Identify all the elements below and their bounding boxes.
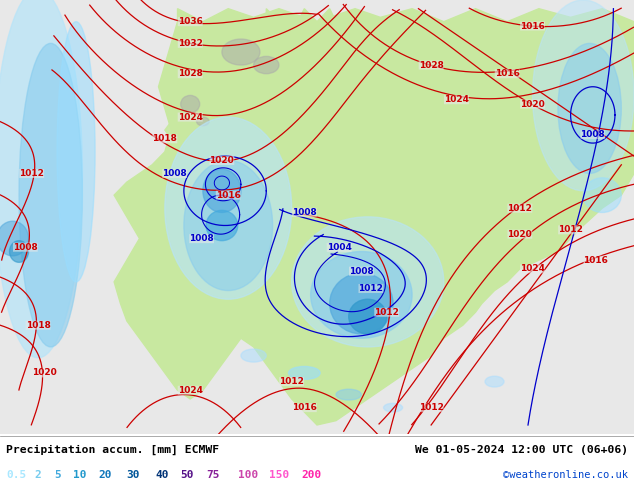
Text: 1008: 1008 [189,234,214,243]
Text: 200: 200 [301,470,321,480]
Text: 1008: 1008 [580,130,605,139]
Text: 1020: 1020 [507,230,533,239]
Ellipse shape [206,210,238,241]
Ellipse shape [311,251,412,338]
Ellipse shape [184,160,273,291]
Text: 1016: 1016 [520,22,545,30]
Ellipse shape [292,217,444,347]
Text: 1012: 1012 [418,403,444,412]
Text: 1024: 1024 [178,113,203,122]
Text: 1008: 1008 [162,169,187,178]
Ellipse shape [558,44,621,173]
Text: We 01-05-2024 12:00 UTC (06+06): We 01-05-2024 12:00 UTC (06+06) [415,445,628,455]
Text: 30: 30 [127,470,140,480]
Text: 1008: 1008 [349,267,374,276]
Text: 1028: 1028 [178,69,203,78]
Text: 1008: 1008 [13,243,38,252]
Text: 1004: 1004 [327,243,352,252]
Ellipse shape [165,117,292,299]
Ellipse shape [485,376,504,387]
Polygon shape [114,9,634,425]
Ellipse shape [254,56,279,74]
Ellipse shape [10,241,29,262]
Text: 1012: 1012 [19,169,44,178]
Ellipse shape [349,299,387,334]
Polygon shape [165,117,184,139]
Text: 1018: 1018 [25,321,51,330]
Text: 1012: 1012 [558,225,583,234]
Text: 1018: 1018 [152,134,178,143]
Text: 100: 100 [238,470,258,480]
Text: 150: 150 [269,470,290,480]
Text: 50: 50 [181,470,194,480]
Text: 1012: 1012 [507,204,533,213]
Text: 1016: 1016 [495,69,520,78]
Text: 1016: 1016 [292,403,317,412]
Ellipse shape [0,221,29,256]
Text: 1020: 1020 [209,156,235,165]
Ellipse shape [241,349,266,362]
Ellipse shape [384,403,403,412]
Text: 1012: 1012 [279,377,304,386]
Text: 1032: 1032 [178,39,203,48]
Text: 75: 75 [206,470,219,480]
Text: 1020: 1020 [32,368,57,377]
Text: 1036: 1036 [178,17,203,26]
Text: Precipitation accum. [mm] ECMWF: Precipitation accum. [mm] ECMWF [6,445,219,455]
Text: 20: 20 [98,470,112,480]
Ellipse shape [533,0,634,191]
Ellipse shape [197,117,209,126]
Text: ©weatheronline.co.uk: ©weatheronline.co.uk [503,470,628,480]
Ellipse shape [203,169,241,213]
Text: 1028: 1028 [418,61,444,70]
Text: 2: 2 [35,470,42,480]
Polygon shape [184,104,222,156]
Ellipse shape [330,273,393,334]
Text: 1016: 1016 [216,191,241,199]
Ellipse shape [19,43,82,347]
Text: 1024: 1024 [520,265,545,273]
Ellipse shape [181,96,200,113]
Text: 10: 10 [73,470,86,480]
Ellipse shape [288,367,320,379]
Text: 1012: 1012 [374,308,399,317]
Ellipse shape [0,0,82,358]
Ellipse shape [57,22,95,282]
Text: 0.5: 0.5 [6,470,27,480]
Text: 1016: 1016 [583,256,609,265]
Text: 1012: 1012 [358,284,384,293]
Text: 1024: 1024 [444,95,469,104]
Text: 1024: 1024 [178,386,203,395]
Polygon shape [266,9,342,96]
Text: 5: 5 [54,470,61,480]
Ellipse shape [583,178,621,213]
Text: 1020: 1020 [520,99,545,109]
Text: 1008: 1008 [292,208,317,217]
Text: 40: 40 [155,470,169,480]
Ellipse shape [222,39,260,65]
Ellipse shape [336,389,361,400]
